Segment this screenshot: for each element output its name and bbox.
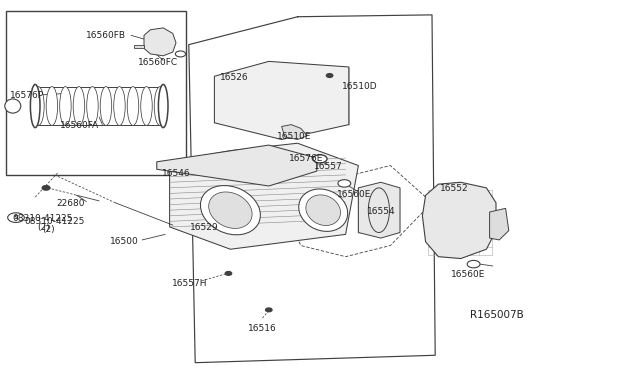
- Ellipse shape: [299, 189, 348, 231]
- Ellipse shape: [4, 99, 20, 113]
- Polygon shape: [214, 61, 349, 140]
- Ellipse shape: [100, 87, 112, 125]
- Text: 16554: 16554: [367, 207, 396, 216]
- Circle shape: [467, 260, 480, 268]
- Ellipse shape: [33, 87, 44, 125]
- Text: 16560FB: 16560FB: [86, 31, 127, 40]
- Text: 16560FC: 16560FC: [138, 58, 178, 67]
- Polygon shape: [134, 45, 144, 48]
- Polygon shape: [170, 143, 358, 249]
- Polygon shape: [422, 182, 496, 259]
- Text: 16529: 16529: [190, 223, 219, 232]
- Text: 16516: 16516: [248, 324, 276, 333]
- Text: 16560E: 16560E: [451, 270, 486, 279]
- Text: 16557: 16557: [314, 162, 342, 171]
- Text: 16576P: 16576P: [10, 91, 44, 100]
- Text: 16510D: 16510D: [342, 82, 378, 91]
- Text: 16500: 16500: [110, 237, 139, 246]
- Circle shape: [8, 213, 24, 222]
- Text: 08310-41225: 08310-41225: [24, 217, 84, 226]
- Text: 16552: 16552: [440, 185, 469, 193]
- Polygon shape: [282, 125, 307, 140]
- Ellipse shape: [31, 84, 40, 128]
- Circle shape: [326, 74, 333, 77]
- Ellipse shape: [200, 186, 260, 235]
- Polygon shape: [358, 182, 400, 238]
- Bar: [6, 11, 186, 175]
- Circle shape: [266, 308, 272, 312]
- Ellipse shape: [60, 87, 71, 125]
- Text: 16526: 16526: [220, 73, 248, 81]
- Text: 08310-41225: 08310-41225: [13, 214, 73, 223]
- Ellipse shape: [46, 87, 58, 125]
- Circle shape: [317, 157, 323, 161]
- Text: 16546: 16546: [162, 169, 191, 178]
- Circle shape: [42, 186, 50, 190]
- Ellipse shape: [369, 188, 389, 232]
- Ellipse shape: [141, 87, 152, 125]
- Text: (2): (2): [42, 225, 55, 234]
- Ellipse shape: [306, 195, 340, 225]
- Text: 16557H: 16557H: [172, 279, 207, 288]
- Circle shape: [175, 51, 186, 57]
- Ellipse shape: [114, 87, 125, 125]
- Circle shape: [340, 181, 348, 186]
- Ellipse shape: [154, 87, 166, 125]
- Text: 22680: 22680: [56, 199, 85, 208]
- Text: R165007B: R165007B: [470, 311, 524, 320]
- Circle shape: [225, 272, 232, 275]
- Text: 16560FA: 16560FA: [60, 121, 99, 130]
- Text: 16576E: 16576E: [289, 154, 324, 163]
- Text: S: S: [13, 215, 19, 220]
- Text: (2): (2): [37, 223, 50, 232]
- Polygon shape: [490, 208, 509, 240]
- Circle shape: [470, 262, 477, 266]
- Text: 16510E: 16510E: [276, 132, 311, 141]
- Ellipse shape: [127, 87, 139, 125]
- Ellipse shape: [73, 87, 84, 125]
- Ellipse shape: [158, 84, 168, 128]
- Ellipse shape: [86, 87, 98, 125]
- Polygon shape: [157, 145, 317, 186]
- Circle shape: [338, 180, 351, 187]
- Ellipse shape: [209, 192, 252, 228]
- Text: 16560E: 16560E: [337, 190, 372, 199]
- Ellipse shape: [313, 155, 327, 163]
- Polygon shape: [144, 28, 176, 56]
